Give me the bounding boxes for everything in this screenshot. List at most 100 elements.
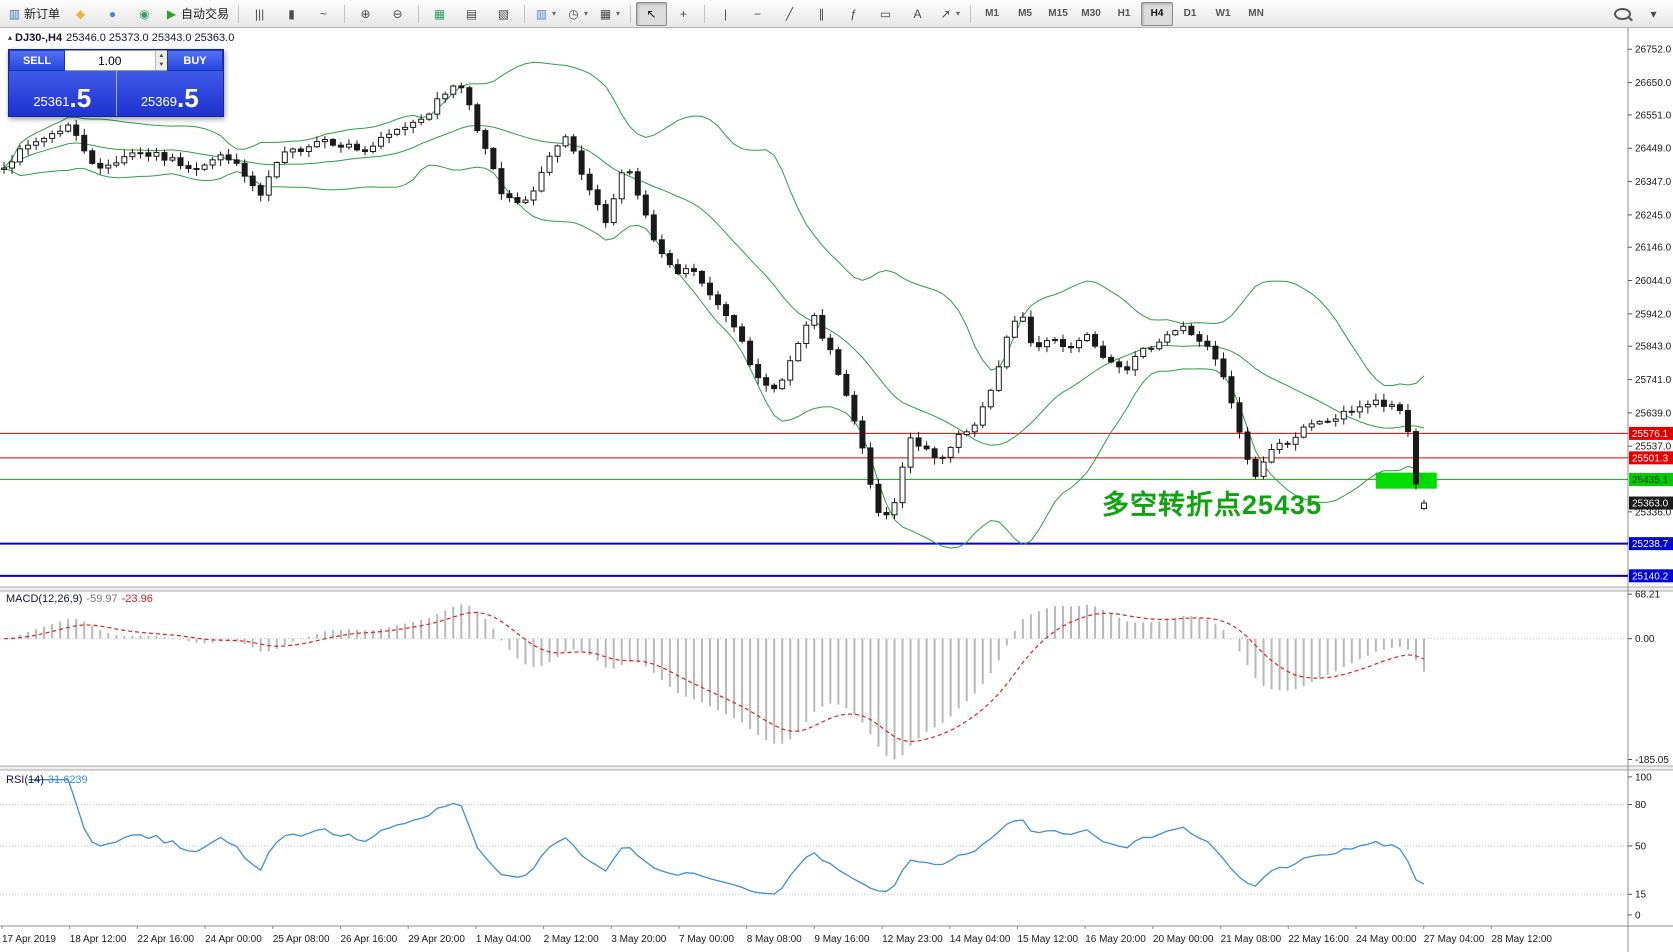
fibonacci-button[interactable]: ƒ [838, 2, 869, 26]
shapes-button[interactable]: ▭ [870, 2, 901, 26]
timeframe-m15-button[interactable]: M15 [1048, 8, 1068, 19]
new-chart-icon: ▥ [535, 6, 548, 21]
time-axis-label: 15 May 12:00 [1018, 934, 1079, 945]
horizontal-lines-layer[interactable] [0, 432, 1628, 577]
chart-text-annotation[interactable]: 多空转折点25435 [1102, 490, 1323, 520]
community-button[interactable]: ● [97, 2, 128, 26]
autotrading-button[interactable]: ▶ 自动交易 [161, 2, 233, 26]
time-axis-label: 24 Apr 00:00 [205, 934, 262, 945]
arrows-button[interactable]: ↗ ▾ [934, 2, 965, 26]
time-axis-label: 20 May 00:00 [1153, 934, 1214, 945]
price-badge [1629, 451, 1673, 465]
price-axis-label: 25843.0 [1635, 342, 1672, 353]
zoom-out-icon: ⊖ [392, 6, 403, 21]
time-axis-label: 3 May 20:00 [611, 934, 666, 945]
macd-title: MACD(12,26,9) [6, 593, 83, 605]
time-axis-label: 18 Apr 12:00 [70, 934, 127, 945]
time-axis-label: 14 May 04:00 [950, 934, 1011, 945]
time-axis-label: 9 May 16:00 [814, 934, 869, 945]
toolbar-separator [970, 4, 972, 23]
trendline-button[interactable]: ╱ [774, 2, 805, 26]
time-axis-label: 26 Apr 16:00 [341, 934, 398, 945]
macd-axis-label: -185.05 [1635, 755, 1669, 766]
zoom-in-button[interactable]: ⊕ [350, 2, 381, 26]
price-badge-label: 25501.3 [1632, 453, 1669, 464]
time-axis-label: 21 May 08:00 [1221, 934, 1282, 945]
bollinger-bands [3, 61, 1425, 549]
toolbar-separator [524, 4, 526, 23]
price-badge-label: 25140.2 [1632, 571, 1669, 582]
symbol-period: DJ30-,H4 [15, 32, 63, 44]
rsi-value: 31.6239 [47, 774, 88, 786]
timeframe-mn-button[interactable]: MN [1248, 8, 1264, 19]
rsi-axis-label: 0 [1635, 910, 1641, 921]
zoom-out-button[interactable]: ⊖ [382, 2, 413, 26]
candlestick-chart-button[interactable]: ▮ [276, 2, 307, 26]
toolbar-separator [238, 4, 240, 23]
price-badge [1629, 472, 1673, 486]
cursor-button[interactable]: ↖ [636, 1, 668, 26]
timeframe-m30-button[interactable]: M30 [1081, 8, 1101, 19]
macd-indicator-label: MACD(12,26,9) -59.97 -23.96 [6, 593, 153, 605]
trendline-icon: ╱ [785, 6, 794, 21]
rsi-line [28, 779, 1425, 895]
toolbar-separator [704, 4, 706, 23]
time-axis-label: 7 May 00:00 [679, 934, 734, 945]
price-badge-label: 25576.1 [1632, 429, 1669, 440]
chart-canvas[interactable]: 26752.0 26650.0 26551.0 26449.0 26347.0 26245… [0, 28, 1673, 952]
macd-signal-line [3, 611, 1425, 743]
arrange-windows-button[interactable]: ▤ [456, 2, 487, 26]
favorites-button[interactable]: ◆ [65, 2, 96, 26]
toolbar-options-button[interactable]: ▾ [1638, 2, 1669, 26]
buy-price[interactable]: 25369.5 [140, 83, 199, 114]
timeframe-m1-button[interactable]: M1 [985, 8, 999, 19]
tile-windows-button[interactable]: ▦ [424, 2, 455, 26]
buy-button[interactable]: BUY [167, 50, 223, 71]
time-axis-label: 27 May 04:00 [1424, 934, 1485, 945]
price-axis-label: 25537.0 [1635, 442, 1672, 453]
panel-toggle-icon[interactable]: ▴ [8, 33, 13, 42]
channel-button[interactable]: ∥ [806, 2, 837, 26]
timeframe-h4-button[interactable]: H4 [1141, 1, 1174, 26]
vertical-line-button[interactable]: | [710, 2, 741, 26]
timeframe-h1-button[interactable]: H1 [1117, 8, 1131, 19]
crosshair-button[interactable]: + [668, 2, 699, 26]
bar-chart-button[interactable]: ||| [244, 2, 275, 26]
timeframe-w1-button[interactable]: W1 [1215, 8, 1231, 19]
sell-button[interactable]: SELL [9, 50, 65, 71]
time-axis-label: 22 May 16:00 [1288, 934, 1349, 945]
search-button[interactable] [1607, 2, 1638, 26]
time-axis-label: 12 May 23:00 [882, 934, 943, 945]
market-icon: ◉ [139, 6, 150, 21]
timeframe-m5-button[interactable]: M5 [1018, 8, 1032, 19]
new-order-button[interactable]: ▥ 新订单 [4, 2, 64, 26]
price-badge [1629, 496, 1673, 510]
arrange-windows-icon: ▤ [465, 6, 478, 21]
horizontal-line-button[interactable]: − [742, 2, 773, 26]
text-button[interactable]: A [902, 2, 933, 26]
time-axis[interactable]: 17 Apr 2019 18 Apr 12:00 22 Apr 16:00 24 Ap… [1, 926, 1552, 945]
rsi-axis-label: 15 [1635, 890, 1647, 901]
line-chart-button[interactable]: ~ [308, 2, 339, 26]
toolbar-separator [344, 4, 346, 23]
time-axis-label: 29 Apr 20:00 [408, 934, 465, 945]
new-chart-button[interactable]: ▥ ▾ [530, 2, 561, 26]
volume-up-button[interactable]: ▲ [155, 51, 167, 61]
price-axis-label: 26347.0 [1635, 177, 1672, 188]
price-badge-label: 25363.0 [1632, 499, 1669, 510]
time-axis-label: 2 May 12:00 [544, 934, 599, 945]
timeframe-d1-button[interactable]: D1 [1183, 8, 1197, 19]
profiles-button[interactable]: ◷ ▾ [562, 2, 593, 26]
indicators-button[interactable]: ▦ ▾ [594, 2, 625, 26]
autotrading-button-label: 自动交易 [181, 7, 230, 21]
price-badge [1629, 569, 1673, 583]
sell-price[interactable]: 25361.5 [9, 71, 117, 116]
price-axis[interactable]: 26752.0 26650.0 26551.0 26449.0 26347.0 26245… [1628, 45, 1673, 583]
cascade-windows-button[interactable]: ▧ [488, 2, 519, 26]
rectangle-object[interactable] [1375, 472, 1437, 489]
volume-down-button[interactable]: ▼ [155, 60, 167, 70]
rsi-axis-label: 100 [1635, 772, 1652, 783]
market-button[interactable]: ◉ [129, 2, 160, 26]
volume-input[interactable] [65, 51, 155, 70]
time-axis-label: 24 May 00:00 [1356, 934, 1417, 945]
